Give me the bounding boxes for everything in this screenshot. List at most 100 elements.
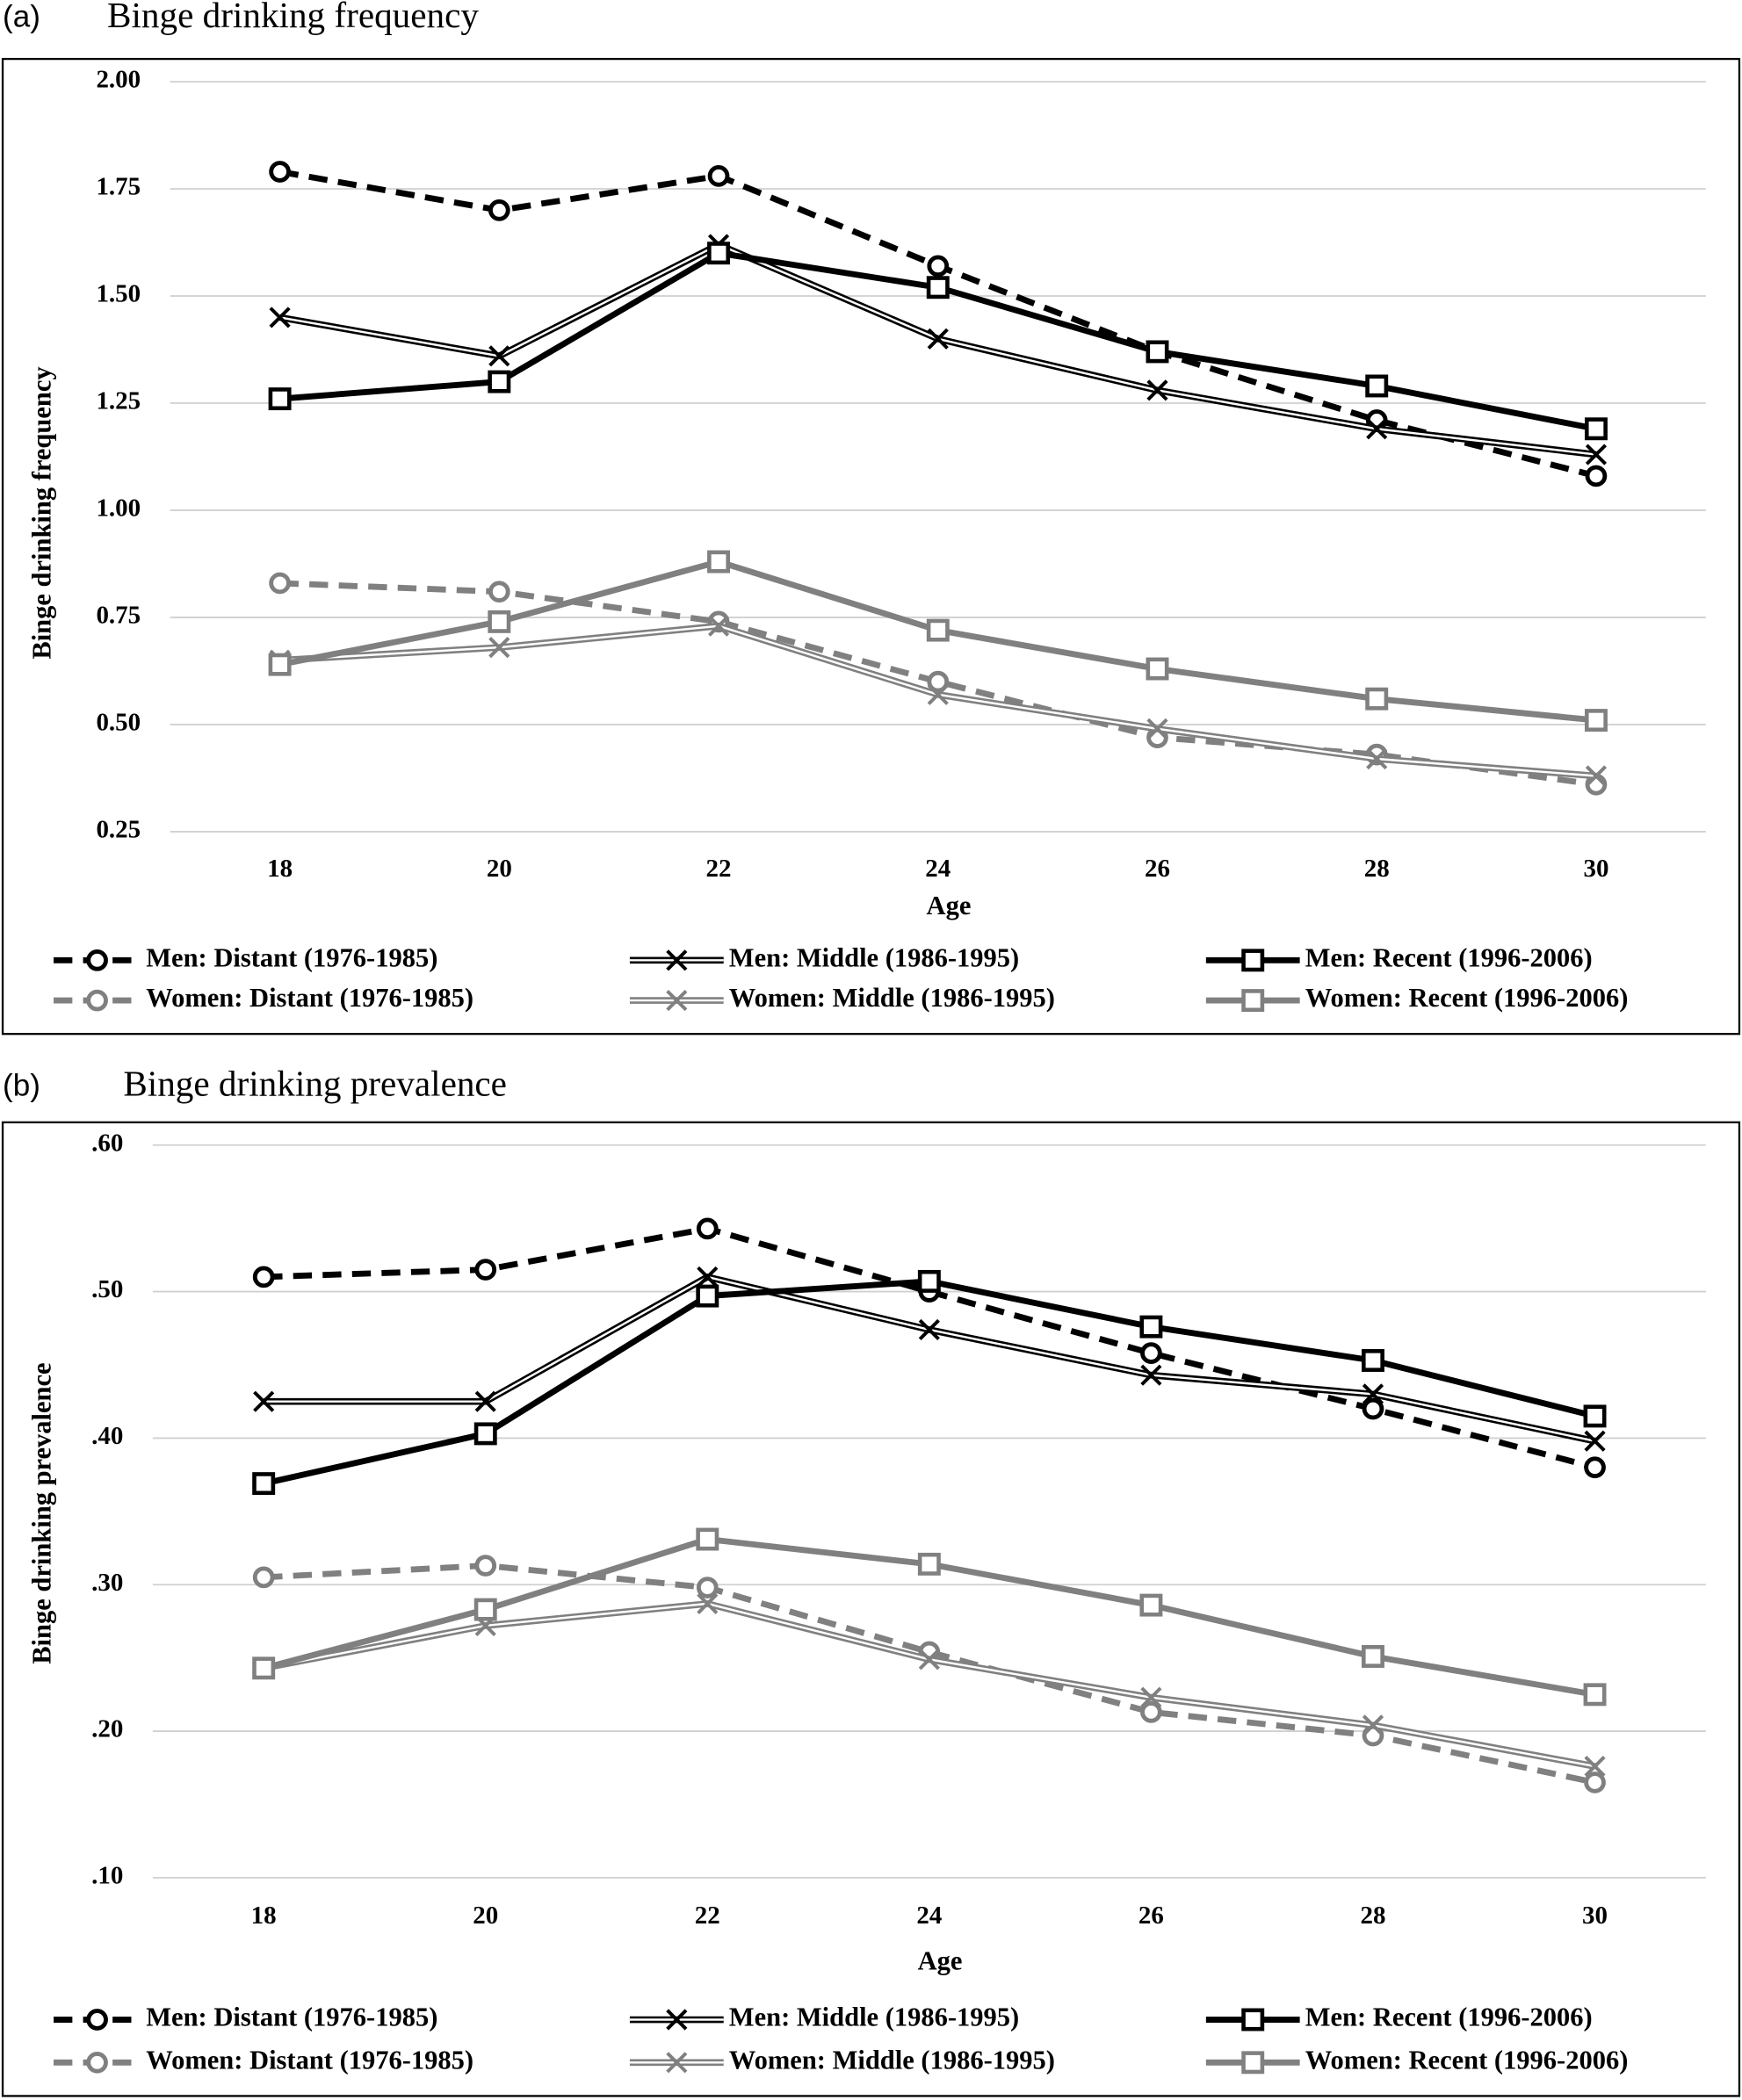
data-point (917, 1269, 941, 1293)
legend-label: Men: Middle (1986-1995) (729, 942, 1019, 972)
y-tick-label: 0.50 (96, 709, 141, 737)
legend-marker (666, 990, 688, 1012)
x-tick-label: 22 (695, 1902, 720, 1930)
chart-title: Binge drinking frequency (107, 0, 479, 35)
data-point (269, 572, 291, 595)
series-line (263, 1278, 1596, 1487)
series-line (264, 1225, 1596, 1471)
chart-title: Binge drinking prevalence (123, 1064, 507, 1104)
y-tick-label: 1.50 (96, 280, 141, 308)
legend-marker (86, 2051, 108, 2074)
data-point (696, 1284, 719, 1308)
legend-label: Men: Recent (1996-2006) (1305, 942, 1593, 972)
data-point (252, 1566, 275, 1589)
data-point (253, 1390, 275, 1412)
x-tick-label: 18 (251, 1902, 277, 1930)
x-tick-label: 28 (1360, 1902, 1385, 1930)
y-tick-label: 2.00 (96, 66, 141, 94)
data-point (1146, 657, 1169, 681)
data-point (1362, 1397, 1384, 1420)
data-point (1146, 718, 1168, 740)
y-tick-label: 0.75 (96, 602, 141, 630)
data-point (1139, 1593, 1163, 1617)
x-tick-label: 18 (267, 855, 293, 883)
legend-label: Men: Middle (1986-1995) (729, 2003, 1019, 2032)
data-point (488, 610, 511, 633)
data-point (1585, 465, 1608, 487)
data-point (488, 581, 510, 603)
data-point (473, 1422, 497, 1446)
legend-marker (1241, 2051, 1265, 2075)
x-tick-label: 20 (487, 855, 512, 883)
legend-marker (666, 949, 688, 971)
data-point (1362, 1383, 1384, 1405)
legend-label: Women: Middle (1986-1995) (729, 983, 1055, 1013)
data-point (696, 1577, 719, 1598)
data-point (696, 1527, 719, 1551)
data-point (1366, 747, 1388, 770)
legend-label: Women: Middle (1986-1995) (729, 2045, 1055, 2075)
y-tick-label: .50 (91, 1275, 123, 1303)
legend-label: Women: Recent (1996-2006) (1305, 2045, 1629, 2075)
data-point (252, 1266, 275, 1288)
data-point (474, 1390, 496, 1412)
data-point (1366, 418, 1388, 440)
data-point (252, 1472, 276, 1496)
data-point (927, 670, 950, 693)
y-tick-label: 1.00 (96, 494, 141, 523)
data-point (1584, 1456, 1606, 1479)
data-point (1583, 1404, 1607, 1428)
data-point (1140, 1364, 1162, 1386)
data-point (918, 1649, 940, 1671)
data-point (1140, 1701, 1162, 1723)
data-point (488, 345, 510, 367)
x-axis-label: Age (918, 1945, 963, 1975)
y-tick-label: .40 (91, 1422, 123, 1450)
data-point (269, 161, 291, 183)
y-tick-label: .20 (91, 1715, 123, 1743)
x-tick-label: 24 (925, 855, 951, 883)
data-point (927, 255, 950, 278)
data-point (1362, 1645, 1384, 1668)
data-point (1365, 374, 1389, 398)
data-point (697, 1266, 719, 1288)
legend-marker (666, 2009, 688, 2031)
data-point (707, 165, 730, 187)
legend-marker (86, 989, 108, 1012)
panel-frame (1, 57, 1741, 1036)
legend-marker (666, 2052, 688, 2074)
y-axis-label: Binge drinking prevalence (26, 1362, 56, 1663)
data-point (1362, 1349, 1384, 1372)
x-axis-label: Age (927, 891, 972, 920)
data-point (268, 653, 292, 676)
legend-marker (1241, 949, 1265, 972)
data-point (1362, 1714, 1384, 1736)
series-line (263, 1562, 1596, 1786)
data-point (268, 387, 292, 411)
data-point (1583, 1683, 1607, 1707)
data-point (1584, 1756, 1606, 1778)
data-point (1140, 1342, 1162, 1365)
legend-marker (1241, 989, 1265, 1013)
legend-marker (86, 2009, 108, 2031)
data-point (269, 307, 291, 328)
x-tick-label: 22 (706, 855, 732, 883)
legend-label: Women: Recent (1996-2006) (1305, 983, 1629, 1013)
data-point (707, 550, 731, 574)
data-point (918, 1318, 940, 1341)
data-point (252, 1656, 276, 1680)
data-point (474, 1259, 497, 1281)
data-point (474, 1555, 497, 1577)
data-point (1140, 1686, 1162, 1708)
legend-label: Women: Distant (1976-1985) (146, 2045, 473, 2075)
data-point (1584, 1430, 1606, 1452)
data-point (707, 242, 731, 265)
y-axis-label: Binge drinking frequency (26, 366, 56, 659)
data-point (926, 276, 950, 299)
panel-label: (a) (3, 0, 40, 34)
data-point (1146, 379, 1168, 401)
legend-label: Men: Recent (1996-2006) (1305, 2003, 1593, 2032)
data-point (1139, 1315, 1163, 1339)
data-point (488, 370, 511, 393)
